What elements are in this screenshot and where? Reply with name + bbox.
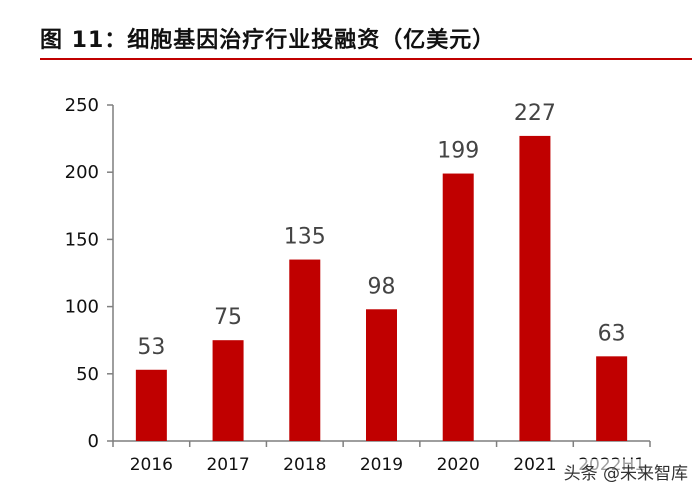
x-tick-label-2016: 2016 <box>130 455 173 475</box>
y-tick-label: 50 <box>76 364 99 385</box>
value-label-2017: 75 <box>214 305 242 330</box>
y-axis: 0 50 100 150 200 250 <box>65 95 114 452</box>
value-label-2016: 53 <box>137 335 165 360</box>
bar-2021 <box>519 135 551 442</box>
y-tick-label: 200 <box>65 162 99 183</box>
value-labels: 53 75 135 98 199 227 63 <box>137 101 625 360</box>
x-tick-label-2020: 2020 <box>437 455 480 475</box>
bar-2019 <box>366 309 397 441</box>
value-label-2019: 98 <box>368 274 396 299</box>
y-tick-label: 100 <box>65 297 99 318</box>
x-tick-label-2021: 2021 <box>513 455 556 475</box>
value-label-2022H1: 63 <box>598 321 626 346</box>
bar-2018 <box>289 259 321 441</box>
bar-2016 <box>135 369 167 441</box>
bar-2020 <box>442 173 474 441</box>
watermark: 头条 @未来智库 <box>563 459 688 484</box>
value-label-2021: 227 <box>514 101 556 126</box>
y-tick-label: 250 <box>65 95 99 116</box>
x-tick-label-2018: 2018 <box>283 455 326 475</box>
title-underline <box>40 58 692 60</box>
y-tick-label: 150 <box>65 229 99 250</box>
y-tick-label: 0 <box>88 431 99 452</box>
value-label-2018: 135 <box>284 225 326 250</box>
bar-2017 <box>212 340 244 441</box>
chart-title: 图 11：细胞基因治疗行业投融资（亿美元） <box>40 28 496 53</box>
bar-2022H1 <box>596 356 628 441</box>
bar-series <box>135 135 628 442</box>
x-tick-label-2017: 2017 <box>206 455 249 475</box>
x-tick-label-2019: 2019 <box>360 455 403 475</box>
value-label-2020: 199 <box>437 139 479 164</box>
